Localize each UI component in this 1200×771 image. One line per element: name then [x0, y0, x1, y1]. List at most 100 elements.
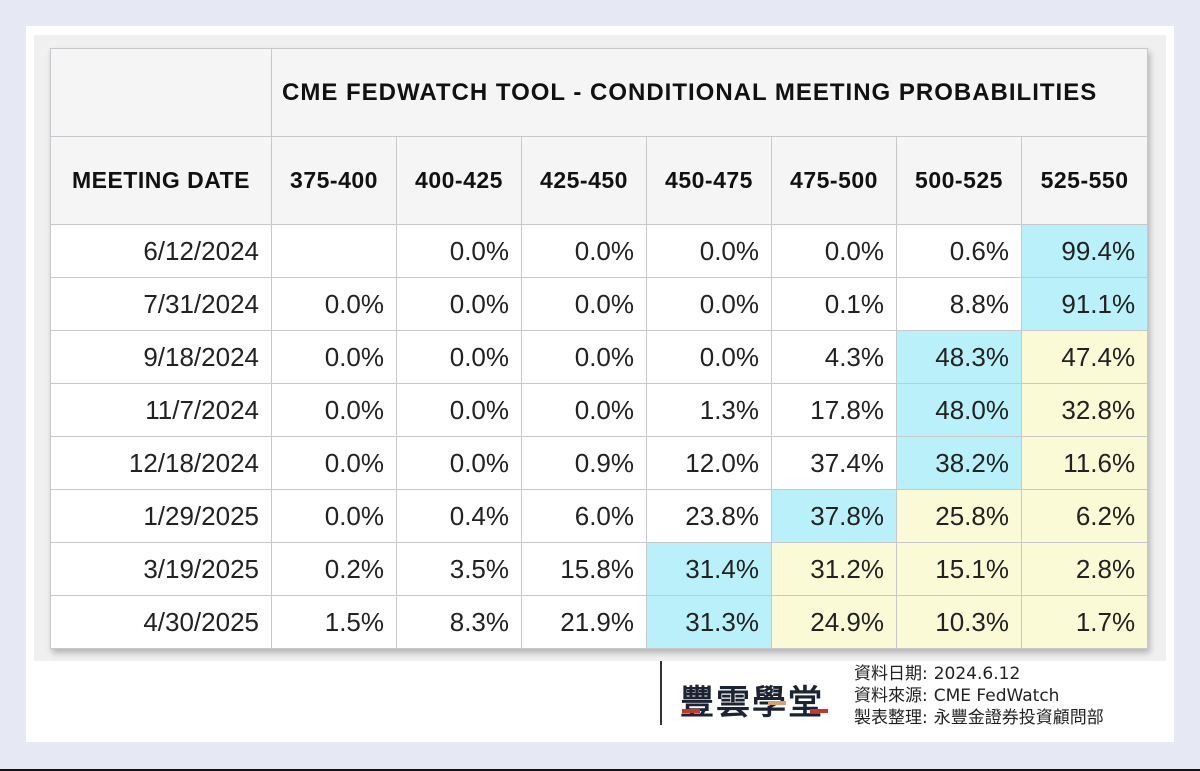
table-row: 7/31/2024 0.0% 0.0% 0.0% 0.0% 0.1% 8.8% 91.1%	[50, 277, 1149, 331]
probability-cell: 0.0%	[271, 489, 397, 543]
probability-cell: 0.9%	[521, 436, 647, 490]
logo-accent-tan	[768, 701, 786, 705]
probability-cell: 31.3%	[646, 595, 772, 649]
probability-cell: 6.0%	[521, 489, 647, 543]
probability-cell: 21.9%	[521, 595, 647, 649]
logo-text: 豐雲學堂	[680, 683, 824, 723]
probability-cell: 0.0%	[396, 436, 522, 490]
probability-cell: 37.8%	[771, 489, 897, 543]
probability-cell: 0.2%	[271, 542, 397, 596]
rate-range-header: 375-400	[271, 136, 397, 225]
probability-cell: 0.0%	[521, 330, 647, 384]
table-row: 3/19/2025 0.2% 3.5% 15.8% 31.4% 31.2% 15.1% 2.8…	[50, 542, 1149, 596]
probability-cell: 48.0%	[896, 383, 1022, 437]
bottom-border	[0, 769, 1200, 771]
divider	[660, 661, 662, 725]
probability-cell: 31.4%	[646, 542, 772, 596]
table-container: CME FEDWATCH TOOL - CONDITIONAL MEETING …	[34, 35, 1166, 661]
probability-cell: 10.3%	[896, 595, 1022, 649]
probability-cell: 0.0%	[396, 224, 522, 278]
probability-cell: 32.8%	[1020, 383, 1149, 437]
probability-cell: 11.6%	[1020, 436, 1149, 490]
probability-cell: 0.6%	[896, 224, 1022, 278]
fedwatch-probability-table: CME FEDWATCH TOOL - CONDITIONAL MEETING …	[50, 48, 1149, 649]
footer: 豐雲學堂 資料日期: 2024.6.12 資料來源: CME FedWatch 製表…	[660, 661, 1160, 733]
probability-cell: 2.8%	[1020, 542, 1149, 596]
probability-cell: 0.0%	[521, 383, 647, 437]
rate-range-header: 425-450	[521, 136, 647, 225]
meeting-date-cell: 11/7/2024	[50, 383, 272, 437]
probability-cell: 47.4%	[1020, 330, 1149, 384]
probability-cell: 17.8%	[771, 383, 897, 437]
probability-cell: 15.8%	[521, 542, 647, 596]
meta-compiled-by: 製表整理: 永豐金證券投資顧問部	[854, 708, 1104, 728]
rate-range-header: 400-425	[396, 136, 522, 225]
probability-cell: 0.0%	[646, 224, 772, 278]
probability-cell: 0.0%	[396, 277, 522, 331]
table-row: 9/18/2024 0.0% 0.0% 0.0% 0.0% 4.3% 48.3% 47.4%	[50, 330, 1149, 384]
meeting-date-cell: 12/18/2024	[50, 436, 272, 490]
probability-cell: 0.1%	[771, 277, 897, 331]
probability-cell: 91.1%	[1020, 277, 1149, 331]
probability-cell: 0.0%	[646, 277, 772, 331]
table-row: 12/18/2024 0.0% 0.0% 0.9% 12.0% 37.4% 38.2% 11.…	[50, 436, 1149, 490]
probability-cell: 6.2%	[1020, 489, 1149, 543]
meeting-date-cell: 7/31/2024	[50, 277, 272, 331]
probability-cell: 24.9%	[771, 595, 897, 649]
probability-cell: 1.5%	[271, 595, 397, 649]
table-row: 4/30/2025 1.5% 8.3% 21.9% 31.3% 24.9% 10.3% 1.7…	[50, 595, 1149, 649]
probability-cell: 0.0%	[396, 383, 522, 437]
probability-cell: 31.2%	[771, 542, 897, 596]
probability-cell: 3.5%	[396, 542, 522, 596]
probability-cell: 0.0%	[271, 436, 397, 490]
probability-cell: 0.0%	[271, 277, 397, 331]
logo: 豐雲學堂	[680, 675, 828, 724]
probability-cell: 4.3%	[771, 330, 897, 384]
probability-cell: 48.3%	[896, 330, 1022, 384]
probability-cell: 99.4%	[1020, 224, 1149, 278]
table-title: CME FEDWATCH TOOL - CONDITIONAL MEETING …	[270, 48, 1149, 137]
logo-accent-red	[682, 709, 700, 713]
meeting-date-cell: 6/12/2024	[50, 224, 272, 278]
rate-range-header: 450-475	[646, 136, 772, 225]
source-info: 資料日期: 2024.6.12 資料來源: CME FedWatch 製表整理: 永豐…	[854, 663, 1104, 729]
rate-range-header: 500-525	[896, 136, 1022, 225]
rate-range-header: 525-550	[1020, 136, 1149, 225]
probability-cell: 38.2%	[896, 436, 1022, 490]
probability-cell: 0.0%	[271, 383, 397, 437]
probability-cell: 0.0%	[396, 330, 522, 384]
probability-cell	[271, 224, 397, 278]
probability-cell: 0.0%	[271, 330, 397, 384]
meeting-date-cell: 1/29/2025	[50, 489, 272, 543]
table-row: 1/29/2025 0.0% 0.4% 6.0% 23.8% 37.8% 25.8% 6.2%	[50, 489, 1149, 543]
meta-source: 資料來源: CME FedWatch	[854, 686, 1060, 706]
probability-cell: 1.7%	[1020, 595, 1149, 649]
table-row: 11/7/2024 0.0% 0.0% 0.0% 1.3% 17.8% 48.0% 32.8%	[50, 383, 1149, 437]
meta-date: 資料日期: 2024.6.12	[854, 664, 1021, 684]
table-title-row: CME FEDWATCH TOOL - CONDITIONAL MEETING …	[50, 48, 1149, 137]
probability-cell: 0.4%	[396, 489, 522, 543]
column-header-row: MEETING DATE 375-400 400-425 425-450 450-47…	[50, 136, 1149, 225]
corner-cell	[50, 48, 272, 137]
probability-cell: 8.8%	[896, 277, 1022, 331]
probability-cell: 0.0%	[521, 277, 647, 331]
meeting-date-cell: 4/30/2025	[50, 595, 272, 649]
table-row: 6/12/2024 0.0% 0.0% 0.0% 0.0% 0.6% 99.4%	[50, 224, 1149, 278]
probability-cell: 23.8%	[646, 489, 772, 543]
table-body: 6/12/2024 0.0% 0.0% 0.0% 0.0% 0.6% 99.4% 7/31/2…	[50, 224, 1149, 649]
probability-cell: 8.3%	[396, 595, 522, 649]
probability-cell: 15.1%	[896, 542, 1022, 596]
probability-cell: 12.0%	[646, 436, 772, 490]
content-card: CME FEDWATCH TOOL - CONDITIONAL MEETING …	[26, 26, 1174, 742]
probability-cell: 0.0%	[646, 330, 772, 384]
meeting-date-header: MEETING DATE	[50, 136, 272, 225]
probability-cell: 0.0%	[771, 224, 897, 278]
meeting-date-cell: 9/18/2024	[50, 330, 272, 384]
rate-range-header: 475-500	[771, 136, 897, 225]
probability-cell: 25.8%	[896, 489, 1022, 543]
meeting-date-cell: 3/19/2025	[50, 542, 272, 596]
probability-cell: 37.4%	[771, 436, 897, 490]
probability-cell: 1.3%	[646, 383, 772, 437]
probability-cell: 0.0%	[521, 224, 647, 278]
logo-accent-red-2	[810, 709, 828, 713]
